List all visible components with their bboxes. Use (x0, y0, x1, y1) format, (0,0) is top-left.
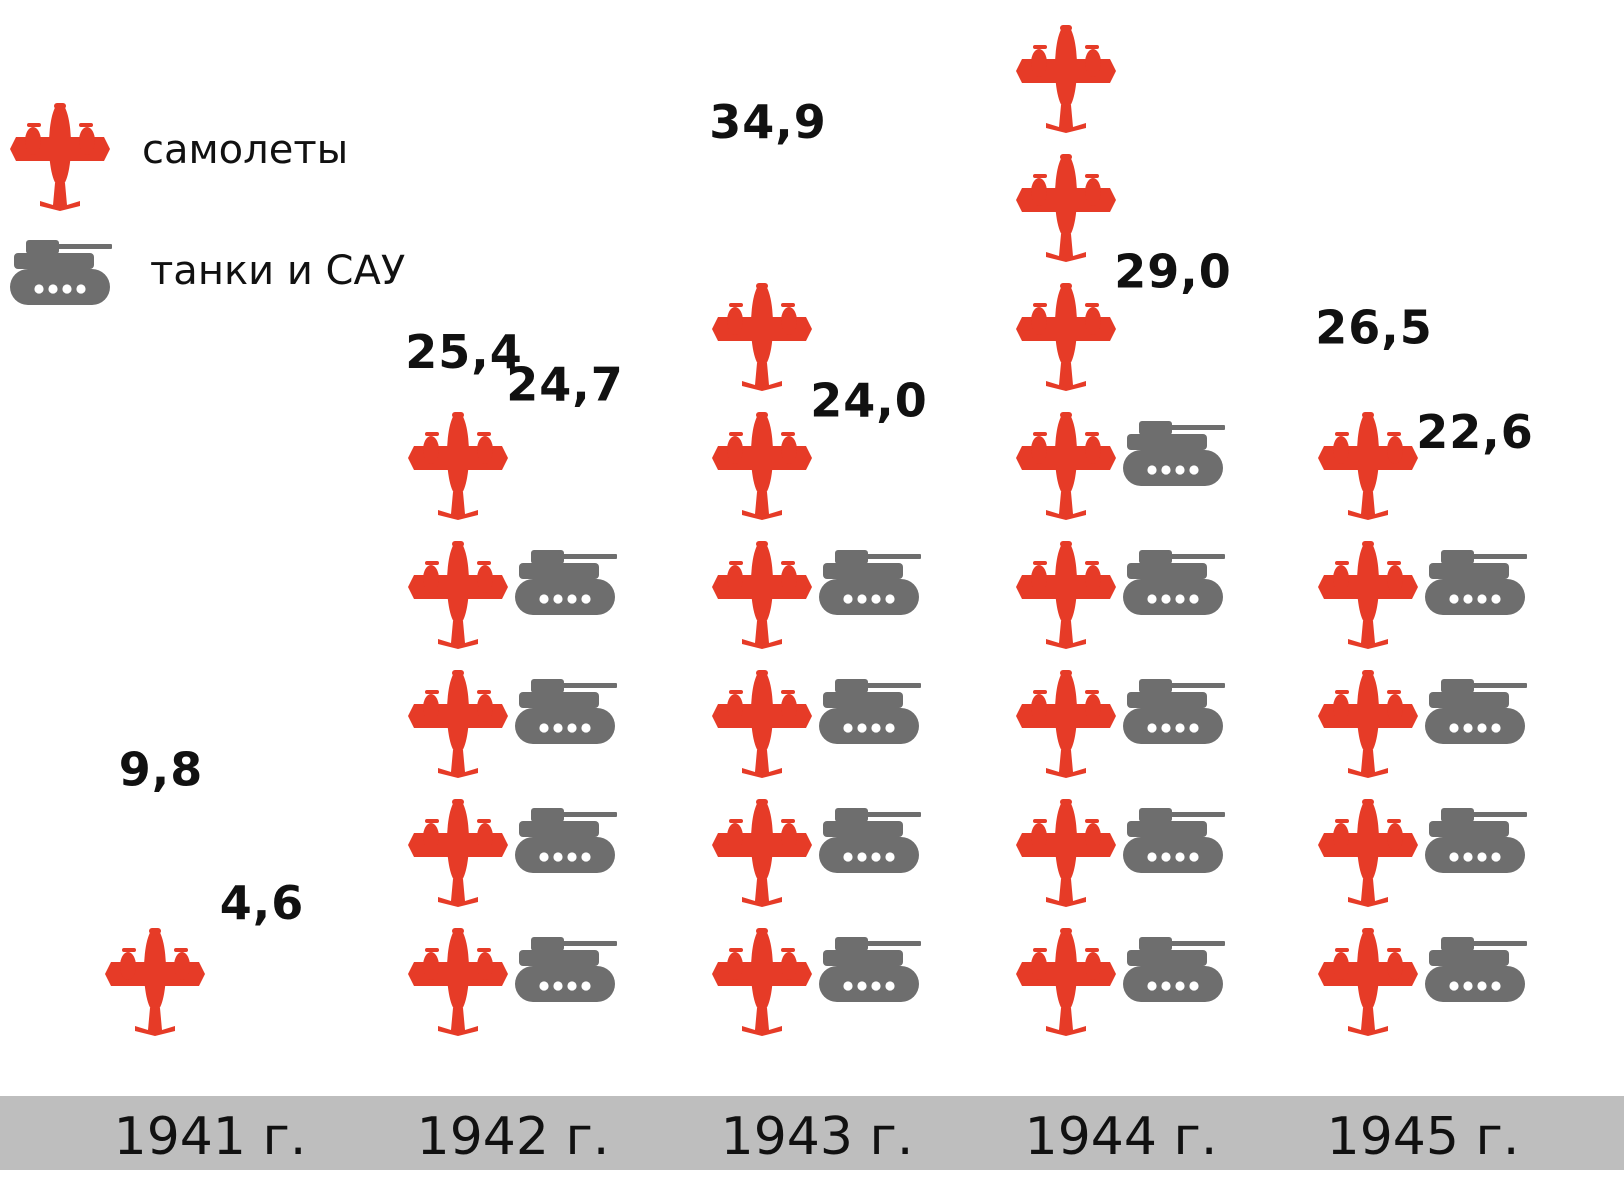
tank-icon (819, 679, 921, 744)
year-label: 1944 г. (1025, 1107, 1218, 1167)
tank-icon (212, 937, 314, 1002)
tank-icon (819, 430, 921, 486)
year-label: 1941 г. (114, 1107, 307, 1167)
legend-tanks-label: танки и САУ (150, 248, 405, 294)
tank-icon (515, 550, 617, 615)
airplane-icon (1016, 0, 1116, 4)
legend-tank-icon (10, 240, 112, 305)
tank-icon (515, 937, 617, 1002)
tank-icon (819, 808, 921, 873)
airplane-icon (408, 412, 508, 520)
tank-icon (1123, 937, 1225, 1002)
year-axis-labels: 1941 г. 1942 г. 1943 г. 1944 г. 1945 г. (114, 1107, 1520, 1167)
airplane-icon (712, 799, 812, 907)
tank-icon (1425, 550, 1527, 615)
year-label: 1945 г. (1327, 1107, 1520, 1167)
year-axis-band (0, 1096, 1624, 1170)
tank-value-label: 24,0 (810, 373, 928, 427)
airplane-icon (1016, 283, 1116, 391)
tank-value-label: 24,7 (506, 358, 624, 412)
airplane-icon (1016, 154, 1116, 262)
airplane-value-label: 34,9 (709, 95, 827, 149)
airplane-icon (105, 799, 205, 907)
tank-icon (1425, 679, 1527, 744)
tank-icon (819, 550, 921, 615)
airplane-icon (1016, 928, 1116, 1036)
year-label: 1943 г. (721, 1107, 914, 1167)
airplane-value-label: 26,5 (1315, 300, 1433, 354)
airplane-icon (1016, 541, 1116, 649)
legend-aircraft-label: самолеты (142, 127, 348, 173)
chart-marks: 9,84,625,424,734,924,040,329,026,522,6 (105, 0, 1534, 1036)
airplane-icon (1318, 412, 1418, 520)
airplane-icon (1016, 670, 1116, 778)
legend: самолеты танки и САУ (10, 103, 405, 305)
airplane-icon (1016, 412, 1116, 520)
airplane-icon (1318, 799, 1418, 907)
airplane-icon (1318, 541, 1418, 649)
tank-icon (1425, 937, 1527, 1002)
tank-icon (1123, 808, 1225, 873)
tank-icon (1123, 679, 1225, 744)
tank-value-label: 22,6 (1416, 405, 1534, 459)
airplane-icon (408, 670, 508, 778)
airplane-icon (712, 541, 812, 649)
airplane-icon (1016, 799, 1116, 907)
airplane-icon (712, 928, 812, 1036)
airplane-value-label: 25,4 (405, 325, 523, 379)
airplane-icon (1318, 670, 1418, 778)
airplane-icon (408, 928, 508, 1036)
tank-icon (1123, 301, 1225, 357)
airplane-icon (712, 412, 812, 520)
airplane-icon (1016, 25, 1116, 133)
tank-icon (1425, 808, 1527, 873)
airplane-icon (408, 541, 508, 649)
airplane-icon (1318, 928, 1418, 1036)
airplane-icon (712, 283, 812, 391)
airplane-icon (105, 928, 205, 1036)
tank-icon (515, 808, 617, 873)
airplane-value-label: 9,8 (119, 742, 204, 796)
airplane-icon (712, 154, 812, 262)
legend-airplane-icon (10, 103, 110, 211)
tank-value-label: 29,0 (1114, 244, 1232, 298)
tank-value-label: 4,6 (220, 876, 305, 930)
airplane-icon (712, 670, 812, 778)
tank-icon (819, 937, 921, 1002)
year-label: 1942 г. (417, 1107, 610, 1167)
tank-icon (1123, 550, 1225, 615)
tank-icon (515, 679, 617, 744)
tank-icon (515, 421, 617, 486)
airplane-icon (408, 799, 508, 907)
tank-icon (1123, 421, 1225, 486)
